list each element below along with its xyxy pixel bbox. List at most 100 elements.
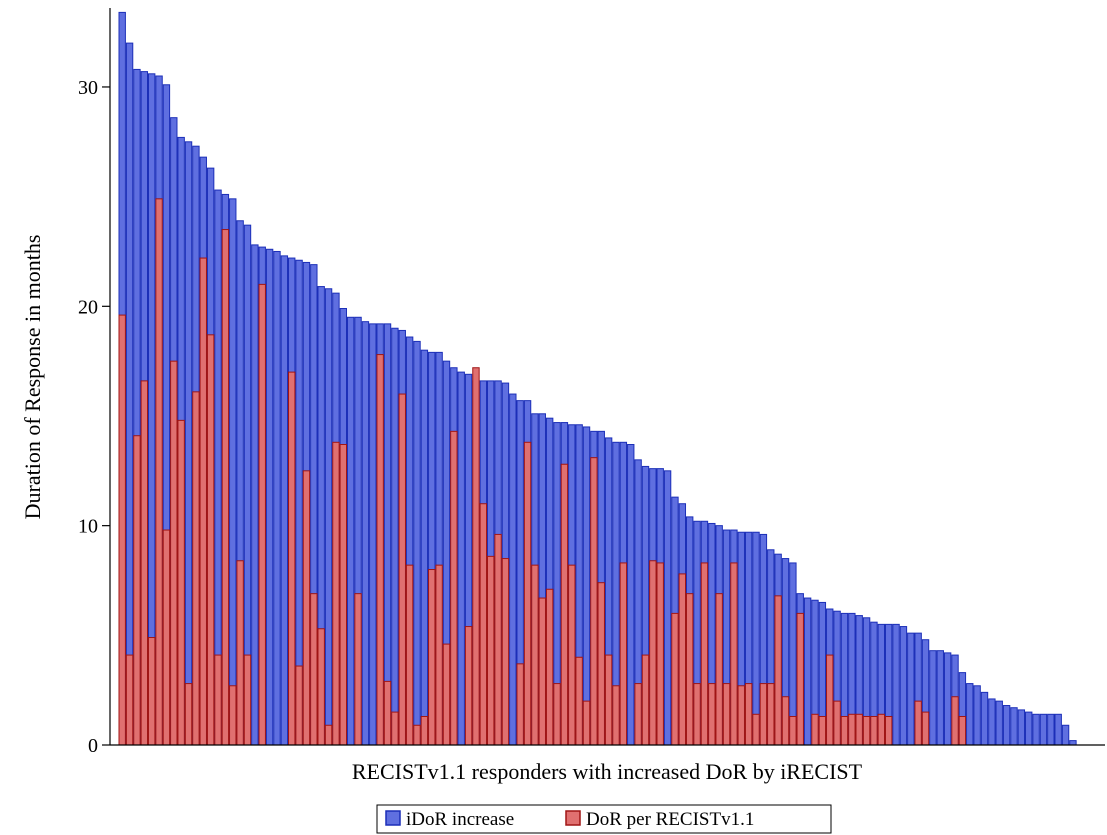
iDoR-increase-bar-70 <box>627 444 635 746</box>
DoR-per-RECIST-bar-80 <box>700 562 709 746</box>
iDoR-increase-bar-35 <box>369 323 377 746</box>
DoR-per-RECIST-bar-28 <box>317 628 325 746</box>
DoR-per-RECIST-bar-24 <box>288 371 296 746</box>
DoR-per-RECIST-bar-6 <box>155 198 163 746</box>
iDoR-increase-bar-41 <box>413 340 421 746</box>
iDoR-increase-bar-113 <box>943 652 952 746</box>
DoR-per-RECIST-bar-60 <box>553 683 561 746</box>
iDoR-increase-bar-119 <box>988 698 996 746</box>
DoR-per-RECIST-bar-36 <box>376 354 384 746</box>
DoR-per-RECIST-bar-115 <box>958 715 967 746</box>
DoR-per-RECIST-bar-14 <box>214 654 222 746</box>
DoR-per-RECIST-bar-74 <box>656 562 664 746</box>
DoR-per-RECIST-bar-89 <box>767 683 775 746</box>
DoR-per-RECIST-bar-76 <box>671 612 679 746</box>
DoR-per-RECIST-bar-57 <box>531 564 539 746</box>
iDoR-increase-bar-111 <box>929 650 937 746</box>
DoR-per-RECIST-bar-68 <box>612 685 620 746</box>
DoR-per-RECIST-bar-31 <box>339 444 348 746</box>
iDoR-increase-bar-19 <box>251 244 259 746</box>
DoR-per-RECIST-bar-59 <box>545 588 554 746</box>
DoR-per-RECIST-bar-5 <box>147 637 156 746</box>
DoR-per-RECIST-bar-42 <box>420 715 429 746</box>
iDoR-increase-bar-22 <box>273 250 281 746</box>
iDoR-increase-bar-124 <box>1025 711 1033 746</box>
DoR-per-RECIST-bar-82 <box>715 593 723 746</box>
DoR-per-RECIST-bar-55 <box>516 663 524 746</box>
DoR-per-RECIST-bar-9 <box>177 419 185 746</box>
iDoR-increase-bar-130 <box>1069 740 1077 746</box>
DoR-per-RECIST-bar-17 <box>236 560 244 746</box>
iDoR-increase-bar-2 <box>125 42 134 746</box>
DoR-per-RECIST-bar-78 <box>685 593 694 746</box>
iDoR-increase-bar-87 <box>752 531 760 746</box>
DoR-per-RECIST-bar-27 <box>310 593 318 746</box>
iDoR-increase-bar-16 <box>229 198 237 746</box>
DoR-per-RECIST-bar-13 <box>206 334 215 746</box>
iDoR-increase-bar-127 <box>1047 713 1055 746</box>
y-tick-label-20: 20 <box>78 296 98 318</box>
DoR-per-RECIST-bar-8 <box>170 360 178 746</box>
DoR-per-RECIST-bar-2 <box>125 654 134 746</box>
DoR-per-RECIST-bar-72 <box>641 654 650 746</box>
iDoR-increase-bar-122 <box>1010 707 1018 746</box>
DoR-per-RECIST-bar-30 <box>332 441 340 746</box>
DoR-per-RECIST-bar-11 <box>192 391 200 746</box>
DoR-per-RECIST-bar-53 <box>501 558 510 746</box>
iDoR-increase-bar-54 <box>509 393 517 746</box>
iDoR-increase-bar-129 <box>1061 724 1070 746</box>
iDoR-increase-bar-125 <box>1032 713 1040 746</box>
DoR-per-RECIST-bar-104 <box>877 713 886 746</box>
DoR-per-RECIST-bar-109 <box>914 700 922 746</box>
DoR-per-RECIST-bar-40 <box>405 564 414 746</box>
DoR-per-RECIST-bar-81 <box>708 683 716 746</box>
DoR-per-RECIST-bar-7 <box>162 529 171 746</box>
DoR-per-RECIST-bar-16 <box>229 685 237 746</box>
DoR-per-RECIST-bar-29 <box>324 724 333 746</box>
DoR-per-RECIST-bar-52 <box>494 533 502 746</box>
DoR-per-RECIST-bar-92 <box>789 715 797 746</box>
DoR-per-RECIST-bar-25 <box>295 665 303 746</box>
DoR-per-RECIST-bar-58 <box>538 597 546 746</box>
iDoR-increase-bar-116 <box>966 683 974 746</box>
iDoR-increase-bar-117 <box>973 685 981 746</box>
DoR-per-RECIST-bar-85 <box>737 685 745 746</box>
DoR-per-RECIST-bar-79 <box>693 683 701 746</box>
DoR-per-RECIST-bar-86 <box>744 683 753 746</box>
iDoR-increase-bar-42 <box>420 349 429 746</box>
y-tick-label-0: 0 <box>88 735 98 757</box>
DoR-per-RECIST-bar-26 <box>302 470 311 746</box>
DoR-per-RECIST-bar-12 <box>199 257 207 746</box>
DoR-per-RECIST-bar-43 <box>428 569 436 746</box>
DoR-per-RECIST-bar-93 <box>796 612 804 746</box>
iDoR-increase-bar-107 <box>899 626 908 746</box>
iDoR-increase-bar-126 <box>1039 713 1048 746</box>
DoR-per-RECIST-bar-10 <box>184 683 193 746</box>
iDoR-increase-bar-23 <box>280 255 289 746</box>
DoR-per-RECIST-bar-33 <box>354 593 362 746</box>
legend-label-DoR-per-RECIST: DoR per RECISTv1.1 <box>586 809 754 830</box>
DoR-per-RECIST-bar-50 <box>479 503 488 746</box>
DoR-per-RECIST-bar-65 <box>590 457 598 746</box>
iDoR-increase-bar-94 <box>803 597 812 746</box>
DoR-per-RECIST-bar-77 <box>678 573 687 746</box>
DoR-per-RECIST-bar-48 <box>464 626 473 746</box>
DoR-per-RECIST-bar-63 <box>575 656 583 746</box>
iDoR-increase-bar-10 <box>184 141 193 746</box>
iDoR-increase-bar-29 <box>324 288 333 746</box>
DoR-per-RECIST-bar-1 <box>118 314 126 746</box>
DoR-per-RECIST-bar-51 <box>487 555 495 746</box>
DoR-per-RECIST-bar-62 <box>568 564 576 746</box>
DoR-per-RECIST-bar-37 <box>383 680 392 746</box>
DoR-per-RECIST-bar-84 <box>730 562 738 746</box>
iDoR-increase-bar-118 <box>980 691 989 746</box>
DoR-per-RECIST-bar-20 <box>258 283 266 746</box>
DoR-per-RECIST-bar-3 <box>133 435 141 746</box>
iDoR-increase-bar-38 <box>391 327 399 746</box>
DoR-per-RECIST-bar-87 <box>752 713 760 746</box>
iDoR-increase-bar-112 <box>936 650 944 746</box>
DoR-per-RECIST-bar-61 <box>560 463 569 746</box>
DoR-per-RECIST-bar-69 <box>619 562 628 746</box>
DoR-per-RECIST-bar-45 <box>442 643 451 746</box>
